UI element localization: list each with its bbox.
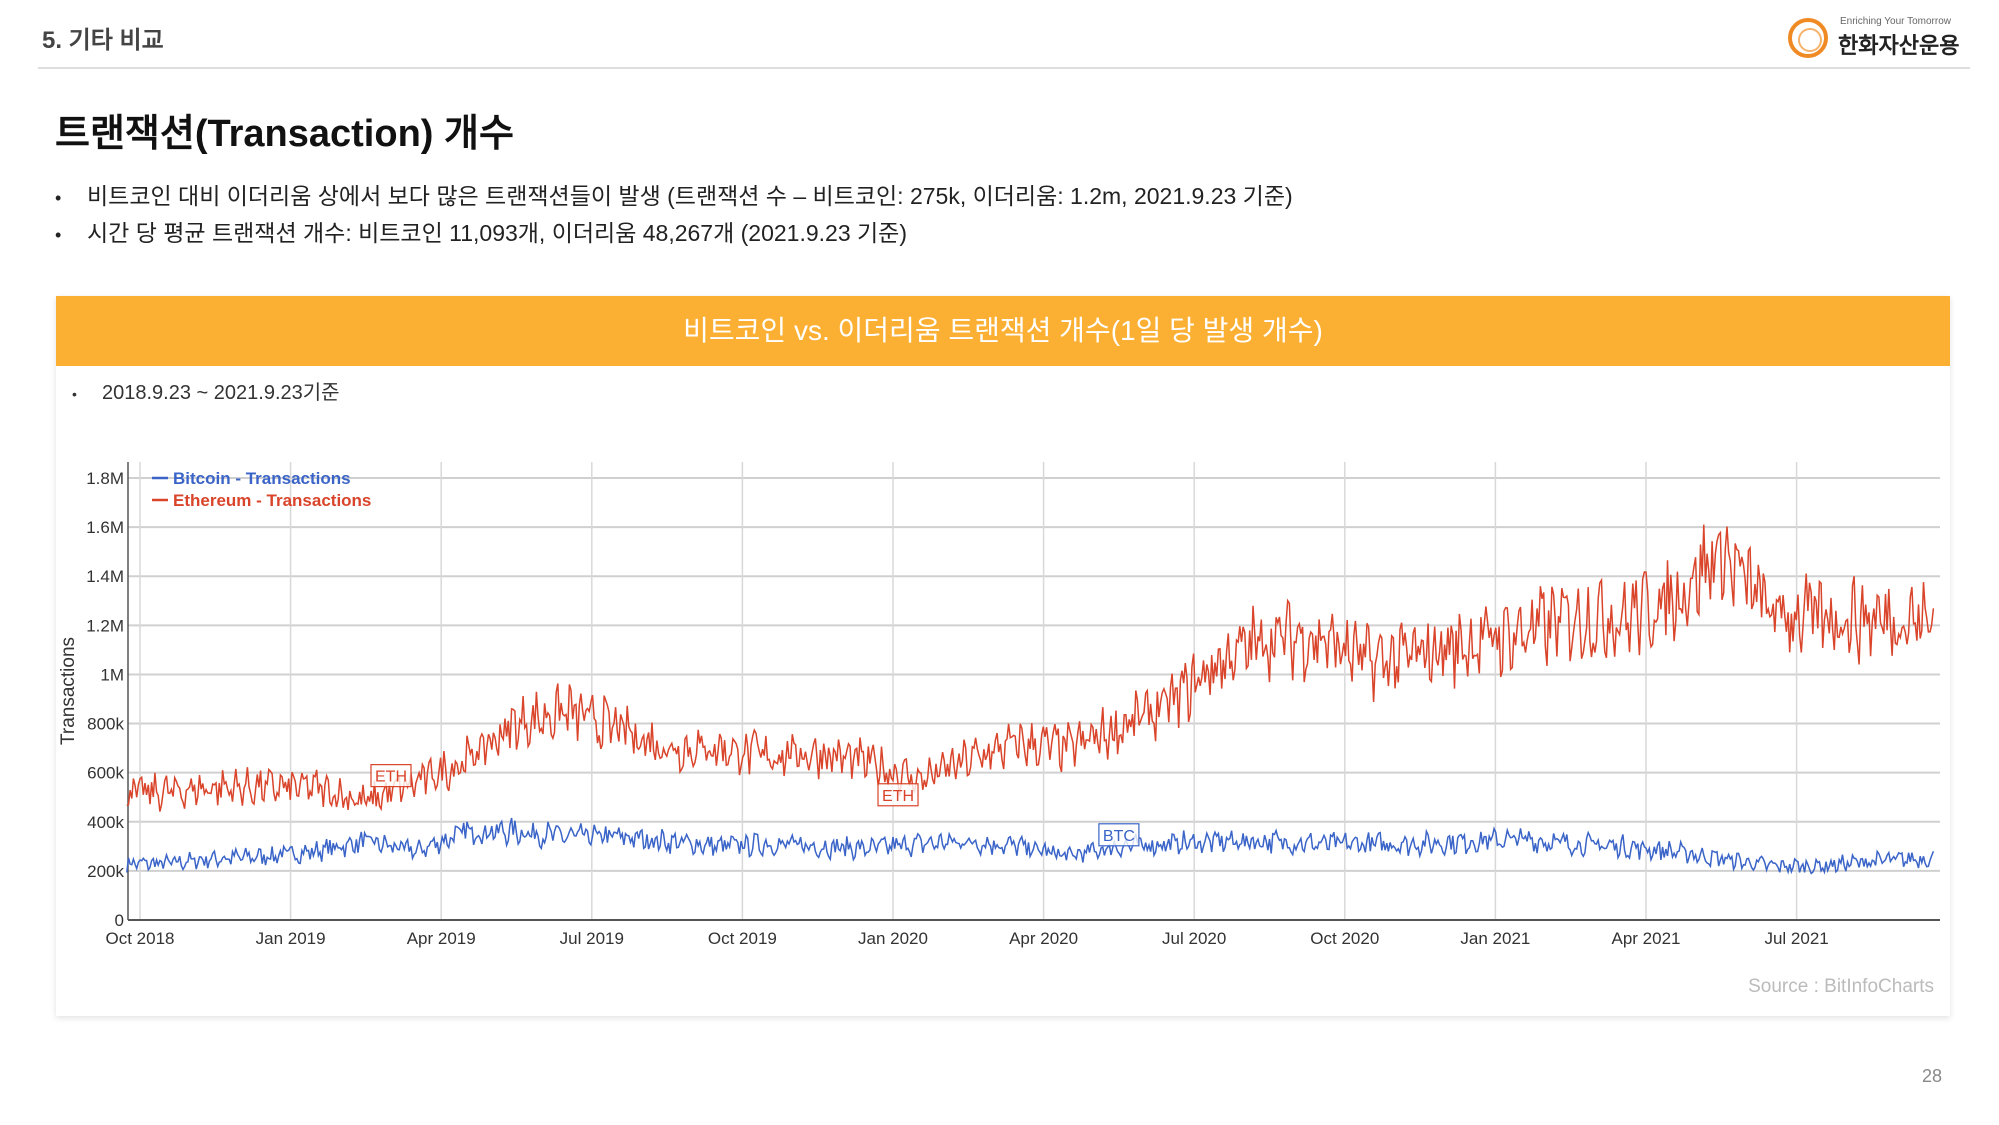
x-tick-label: Jan 2020 [858, 929, 928, 948]
x-tick-label: Apr 2021 [1612, 929, 1681, 948]
summary-bullets: 비트코인 대비 이더리움 상에서 보다 많은 트랜잭션들이 발생 (트랜잭션 수… [55, 178, 1293, 252]
annotation-box [877, 783, 919, 807]
source-note: Source : BitInfoCharts [1748, 976, 1934, 997]
logo-ring-icon [1788, 18, 1828, 58]
header-divider [38, 67, 1970, 69]
y-tick-label: 1.8M [86, 469, 124, 488]
company-logo: Enriching Your Tomorrow 한화자산운용 [1788, 14, 1968, 66]
x-tick-label: Jul 2019 [560, 929, 624, 948]
x-tick-label: Jul 2021 [1764, 929, 1828, 948]
logo-inner-ring-icon [1798, 28, 1822, 52]
y-tick-label: 1.4M [86, 567, 124, 586]
section-title: 5. 기타 비교 [42, 27, 164, 54]
bitcoin-series-line [126, 817, 1935, 875]
y-tick-label: 800k [87, 715, 124, 734]
y-axis-title: Transactions [58, 637, 79, 745]
y-tick-label: 600k [87, 764, 124, 783]
bullet-item: 비트코인 대비 이더리움 상에서 보다 많은 트랜잭션들이 발생 (트랜잭션 수… [55, 178, 1293, 215]
page-title: 트랜잭션(Transaction) 개수 [55, 113, 514, 155]
y-tick-label: 0 [115, 911, 124, 930]
annotation-box [1098, 823, 1140, 847]
annotation-label: ETH [375, 769, 407, 786]
x-tick-label: Oct 2018 [106, 929, 175, 948]
x-tick-label: Jan 2019 [256, 929, 326, 948]
chart-card: 비트코인 vs. 이더리움 트랜잭션 개수(1일 당 발생 개수) 2018.9… [56, 296, 1950, 1016]
annotation-box [370, 764, 412, 788]
legend-label: Bitcoin - Transactions [173, 469, 351, 488]
legend-label: Ethereum - Transactions [173, 491, 371, 510]
date-range-note: 2018.9.23 ~ 2021.9.23기준 [72, 376, 340, 405]
x-tick-label: Jan 2021 [1460, 929, 1530, 948]
y-tick-label: 1M [100, 665, 124, 684]
x-tick-label: Oct 2019 [708, 929, 777, 948]
logo-tagline: Enriching Your Tomorrow [1840, 16, 1951, 27]
bullet-item: 시간 당 평균 트랜잭션 개수: 비트코인 11,093개, 이더리움 48,2… [55, 215, 1293, 252]
chart-banner: 비트코인 vs. 이더리움 트랜잭션 개수(1일 당 발생 개수) [56, 296, 1950, 366]
ethereum-series-line [126, 524, 1935, 812]
x-tick-label: Apr 2020 [1009, 929, 1078, 948]
y-tick-label: 1.2M [86, 616, 124, 635]
x-tick-label: Jul 2020 [1162, 929, 1226, 948]
annotation-label: BTC [1103, 828, 1135, 845]
y-tick-label: 200k [87, 862, 124, 881]
x-tick-label: Oct 2020 [1310, 929, 1379, 948]
x-tick-label: Apr 2019 [407, 929, 476, 948]
annotation-label: ETH [882, 788, 914, 805]
y-tick-label: 1.6M [86, 518, 124, 537]
y-tick-label: 400k [87, 813, 124, 832]
page-number: 28 [1922, 1066, 1943, 1086]
logo-name: 한화자산운용 [1838, 33, 1960, 58]
